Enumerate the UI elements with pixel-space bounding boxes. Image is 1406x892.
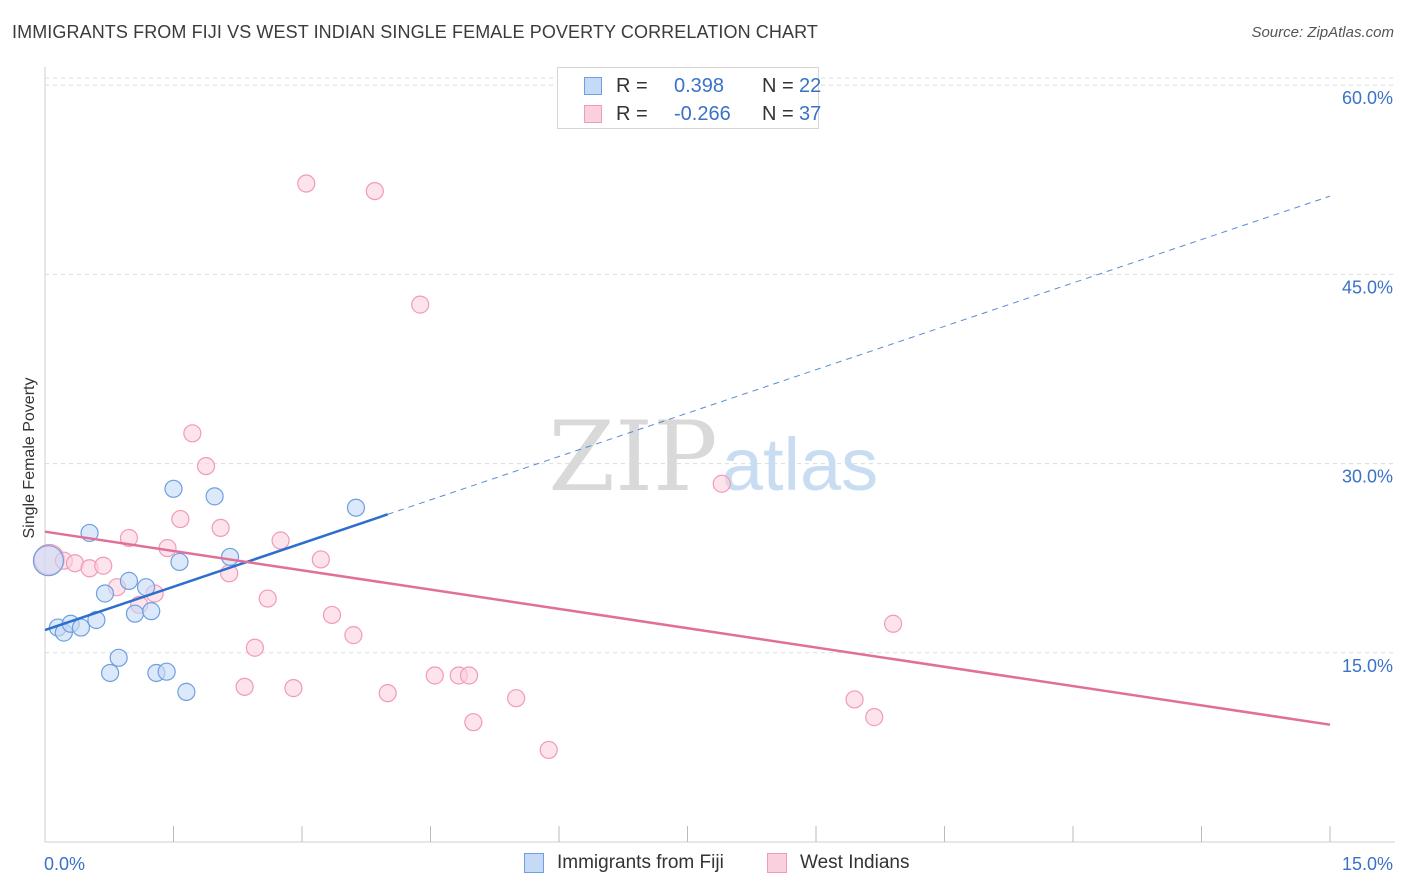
data-point xyxy=(311,550,330,569)
data-point xyxy=(365,181,384,201)
stats-legend: R = 0.398 N = 22 R = -0.266 N = 37 xyxy=(557,67,822,129)
n-label: N = xyxy=(762,75,794,97)
data-point xyxy=(883,614,903,633)
series-fiji-points xyxy=(32,479,366,701)
data-point xyxy=(183,424,202,443)
data-point xyxy=(71,618,91,637)
x-tick-label: 0.0% xyxy=(44,854,85,874)
gridlines xyxy=(45,77,1395,654)
data-point xyxy=(211,518,230,538)
data-point xyxy=(258,589,277,608)
data-point xyxy=(164,479,183,498)
trend-line-fiji-extension xyxy=(387,195,1331,515)
data-point xyxy=(119,528,139,548)
data-point xyxy=(205,487,224,506)
series-west-indians-points xyxy=(33,174,903,760)
chart-title: IMMIGRANTS FROM FIJI VS WEST INDIAN SING… xyxy=(12,22,818,42)
data-point xyxy=(845,690,864,709)
data-point xyxy=(459,666,479,685)
data-point xyxy=(378,684,397,703)
r-label: R = xyxy=(616,75,648,97)
data-point xyxy=(346,498,366,517)
data-point xyxy=(297,174,316,193)
trend-line-fiji xyxy=(44,513,389,632)
trend-lines xyxy=(44,195,1331,726)
west-indians-swatch xyxy=(584,105,602,123)
y-tick-label: 30.0% xyxy=(1342,467,1393,487)
source-attribution: Source: ZipAtlas.com xyxy=(1251,24,1394,41)
watermark-zip: ZIP xyxy=(548,401,717,513)
data-point xyxy=(170,552,189,572)
data-point xyxy=(245,638,264,657)
data-point xyxy=(101,663,120,683)
n-value: 22 xyxy=(799,75,822,97)
data-point xyxy=(94,556,113,575)
n-label: N = xyxy=(762,103,794,125)
r-value: -0.266 xyxy=(674,103,731,125)
x-tick-label: 15.0% xyxy=(1342,854,1393,874)
data-point xyxy=(196,456,216,476)
y-tick-label: 60.0% xyxy=(1342,88,1393,108)
data-point xyxy=(425,666,444,685)
data-point xyxy=(539,740,558,760)
y-tick-label: 45.0% xyxy=(1342,277,1393,297)
data-point xyxy=(109,648,128,667)
y-tick-label: 15.0% xyxy=(1342,656,1393,676)
data-point xyxy=(411,295,430,314)
r-value: 0.398 xyxy=(674,75,725,97)
data-point xyxy=(507,689,526,708)
watermark-atlas: atlas xyxy=(722,423,878,506)
legend-label: Immigrants from Fiji xyxy=(557,852,724,873)
trend-line-west-indians xyxy=(44,530,1331,726)
data-point xyxy=(125,604,145,623)
data-point xyxy=(95,584,115,603)
west-indians-swatch xyxy=(767,853,787,873)
legend-label: West Indians xyxy=(800,852,910,873)
data-point xyxy=(142,602,161,621)
watermark: ZIP atlas xyxy=(548,401,878,513)
series-legend: Immigrants from Fiji West Indians xyxy=(0,852,1406,878)
fiji-swatch xyxy=(584,77,602,95)
fiji-swatch xyxy=(524,853,544,873)
data-point xyxy=(220,547,240,567)
data-point xyxy=(171,509,190,529)
data-point xyxy=(464,713,483,732)
data-point xyxy=(119,571,139,590)
data-point xyxy=(344,626,363,645)
data-point xyxy=(322,605,342,625)
data-point xyxy=(284,679,303,698)
axes xyxy=(44,67,1395,843)
data-point xyxy=(271,531,290,550)
r-label: R = xyxy=(616,103,648,125)
data-point xyxy=(177,682,196,701)
data-point xyxy=(712,474,731,493)
n-value: 37 xyxy=(799,103,822,125)
data-point xyxy=(865,708,884,727)
data-point xyxy=(157,662,176,681)
data-point xyxy=(235,677,254,696)
tick-labels: 15.0% 30.0% 45.0% 60.0% 0.0% 15.0% xyxy=(44,88,1393,874)
data-point xyxy=(32,545,65,577)
